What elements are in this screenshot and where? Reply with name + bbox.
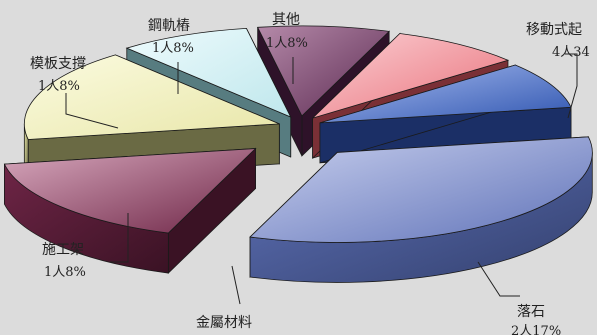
leader-scaffold (110, 213, 129, 263)
leader-formwork (65, 93, 119, 129)
label-value-scaffold: 1人8% (44, 265, 86, 280)
label-value-mobile: 4人34 (552, 45, 590, 60)
label-value-rock: 2人17% (511, 324, 561, 335)
label-name-mobile: 移動式起 (526, 22, 582, 38)
slice-rock (3, 147, 257, 275)
slice-labels: 移動式起 4人34 落石 2人17% 金屬材料 施工架 1人8% 模板支撐 1人… (30, 12, 590, 335)
leader-lines (65, 53, 578, 305)
label-name-scaffold: 施工架 (42, 242, 84, 258)
label-value-formwork: 1人8% (38, 79, 80, 94)
leader-mobile (565, 53, 578, 119)
slice-top-other (319, 64, 572, 124)
label-value-other: 1人8% (266, 36, 308, 51)
slice-top-scaffold (125, 27, 292, 118)
label-name-metal: 金屬材料 (196, 315, 252, 331)
leader-metal (231, 265, 241, 305)
slice-top-rock (3, 148, 257, 234)
slice-other (319, 64, 572, 164)
label-name-steel: 鋼軌樁 (148, 17, 190, 34)
slice-top-metal (24, 54, 280, 140)
label-name-rock: 落石 (517, 304, 545, 320)
slice-top-steel (312, 33, 510, 119)
slice-mobile (249, 136, 593, 283)
label-name-formwork: 模板支撐 (30, 56, 86, 72)
leader-rock (477, 261, 520, 297)
slice-top-formwork (257, 25, 391, 117)
label-name-other: 其他 (272, 12, 300, 28)
label-value-steel: 1人8% (152, 41, 194, 56)
slice-top-mobile (249, 136, 593, 243)
pie-slices (3, 25, 593, 283)
